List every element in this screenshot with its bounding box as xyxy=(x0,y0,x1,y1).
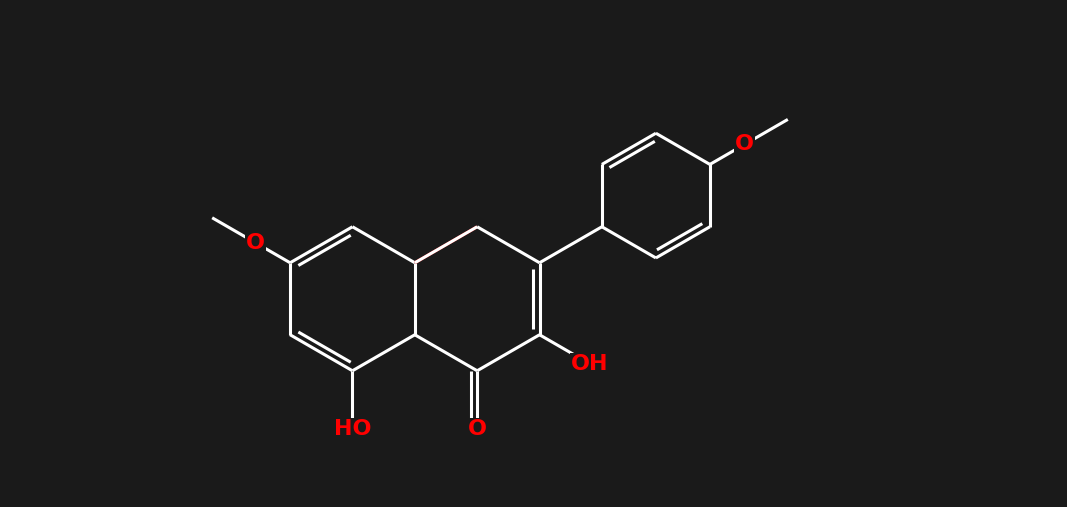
Text: O: O xyxy=(735,134,754,155)
Text: HO: HO xyxy=(334,419,371,439)
Text: O: O xyxy=(467,419,487,439)
Text: OH: OH xyxy=(571,354,608,374)
Text: O: O xyxy=(246,233,265,253)
